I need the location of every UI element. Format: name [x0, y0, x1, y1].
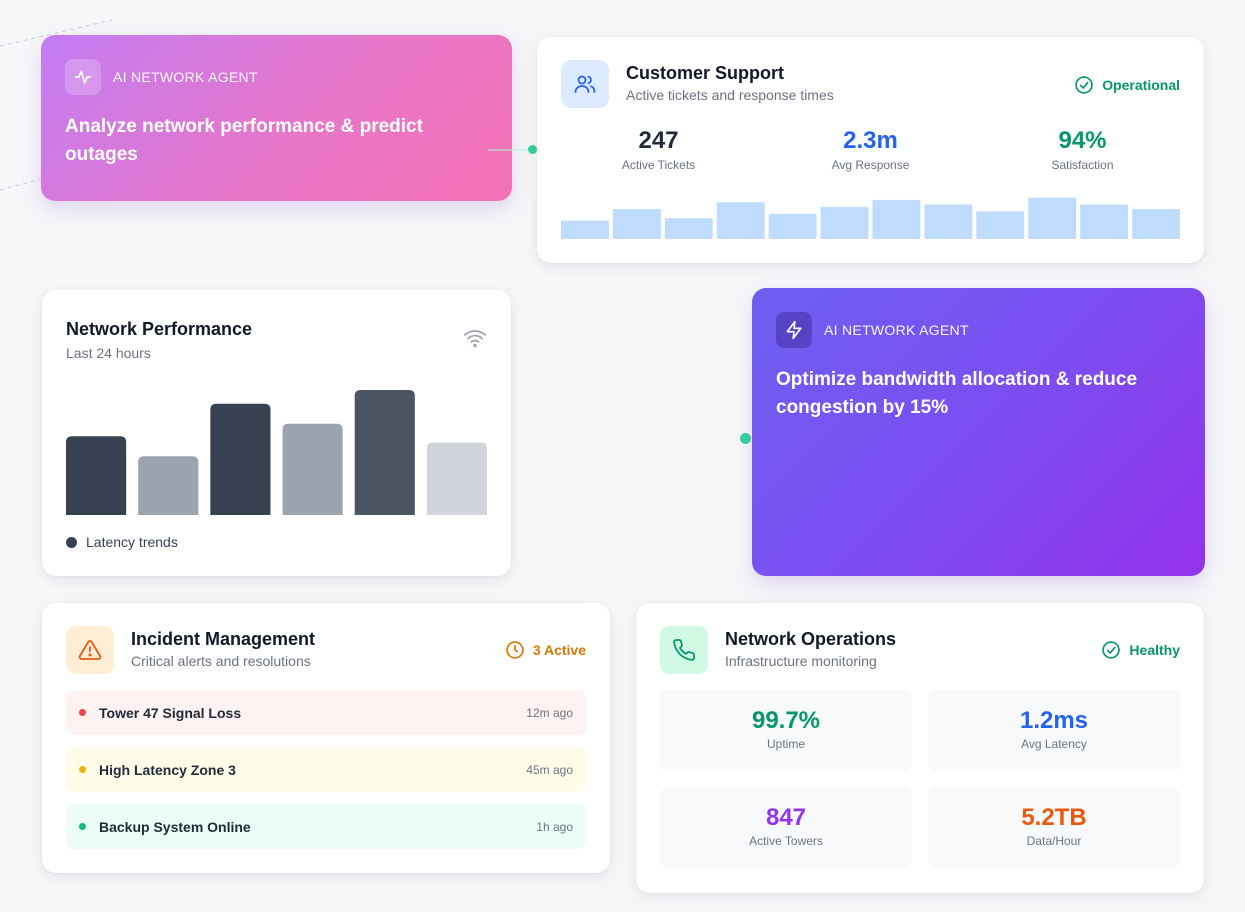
stat-value: 2.3m [843, 127, 898, 154]
metric-value: 99.7% [751, 707, 821, 734]
ticket-bar [664, 218, 713, 239]
agent-kicker: AI NETWORK AGENT [113, 69, 258, 85]
latency-bar [210, 403, 271, 515]
stat-value: 247 [638, 127, 679, 154]
status-dot [79, 823, 86, 830]
ai-agent-card-analyze[interactable]: AI NETWORK AGENT Analyze network perform… [41, 35, 512, 201]
metric-tile: 1.2ms Avg Latency [928, 690, 1180, 771]
latency-bar-chart [66, 390, 487, 515]
status-badge: Healthy [1101, 640, 1180, 660]
latency-bar [282, 423, 343, 515]
card-title: Incident Management [131, 629, 316, 649]
connector-line [488, 149, 532, 151]
ticket-bar [1132, 209, 1180, 239]
incident-label: High Latency Zone 3 [99, 761, 236, 778]
incident-label: Tower 47 Signal Loss [99, 704, 242, 721]
status-dot [79, 766, 86, 773]
users-icon [561, 60, 609, 108]
zap-icon [776, 312, 812, 348]
check-circle-icon [1075, 76, 1093, 94]
card-subtitle: Critical alerts and resolutions [131, 653, 311, 669]
metric-label: Active Towers [749, 834, 823, 848]
wifi-icon [463, 326, 487, 361]
network-performance-card: Network Performance Last 24 hours Latenc… [42, 290, 511, 576]
status-dot [79, 709, 86, 716]
phone-icon [660, 626, 708, 674]
support-stats: 247 Active Tickets 2.3m Avg Response 94% Sati… [561, 127, 1180, 172]
customer-support-card: Customer Support Active tickets and resp… [537, 37, 1204, 263]
status-badge: 3 Active [505, 640, 586, 660]
ticket-bar [768, 213, 817, 239]
stat-item: 2.3m Avg Response [773, 127, 968, 172]
incident-time: 12m ago [526, 705, 573, 720]
ticket-bar [612, 209, 661, 239]
card-subtitle: Infrastructure monitoring [725, 653, 877, 669]
agent-task-text: Analyze network performance & predict ou… [65, 116, 423, 165]
stat-value: 94% [1058, 127, 1107, 154]
legend-dot [66, 536, 77, 548]
stat-label: Active Tickets [621, 158, 696, 172]
status-text: Healthy [1129, 642, 1180, 658]
ticket-bar [1080, 204, 1129, 239]
card-title: Customer Support [626, 63, 785, 83]
incident-list: Tower 47 Signal Loss 12m ago High Latency … [66, 690, 586, 849]
ticket-bar [716, 202, 765, 239]
incident-time: 45m ago [526, 762, 573, 777]
network-operations-card: Network Operations Infrastructure monito… [636, 603, 1204, 893]
metric-value: 847 [765, 804, 807, 831]
latency-bar [66, 436, 127, 515]
ticket-bar [976, 211, 1025, 239]
connector-lines [0, 19, 113, 191]
ticket-bar [820, 206, 869, 239]
metric-value: 1.2ms [1019, 707, 1089, 734]
stat-label: Avg Response [831, 158, 910, 172]
status-text: Operational [1102, 77, 1180, 93]
metric-tile: 5.2TB Data/Hour [928, 787, 1180, 868]
agent-task-text: Optimize bandwidth allocation & reduce c… [776, 369, 1138, 418]
ticket-bar [924, 204, 973, 239]
connector-dot [740, 433, 751, 444]
ai-agent-card-optimize[interactable]: AI NETWORK AGENT Optimize bandwidth allo… [752, 288, 1205, 576]
status-badge: Operational [1074, 75, 1180, 95]
card-title: Network Performance [66, 319, 253, 339]
clock-icon [506, 641, 524, 659]
incident-management-card: Incident Management Critical alerts and … [42, 603, 610, 873]
card-title: Network Operations [725, 629, 897, 649]
metric-label: Avg Latency [1021, 737, 1087, 751]
stat-item: 94% Satisfaction [985, 127, 1180, 172]
stat-item: 247 Active Tickets [561, 127, 756, 172]
latency-bar [354, 390, 415, 515]
check-circle-icon [1102, 641, 1121, 659]
ticket-bar [561, 220, 609, 239]
incident-item[interactable]: Backup System Online 1h ago [66, 804, 586, 849]
incident-item[interactable]: High Latency Zone 3 45m ago [66, 747, 586, 792]
card-subtitle: Last 24 hours [66, 345, 151, 361]
latency-bar [138, 456, 199, 515]
latency-bar [426, 442, 487, 515]
metric-tile: 99.7% Uptime [660, 690, 912, 771]
alert-triangle-icon [66, 626, 114, 674]
incident-time: 1h ago [536, 819, 573, 834]
ticket-bar [1028, 197, 1077, 239]
card-subtitle: Active tickets and response times [626, 87, 834, 103]
activity-icon [65, 59, 101, 95]
status-text: 3 Active [532, 642, 586, 658]
incident-label: Backup System Online [99, 818, 251, 835]
stat-label: Satisfaction [1051, 158, 1114, 172]
metric-tile: 847 Active Towers [660, 787, 912, 868]
metric-label: Uptime [766, 737, 805, 751]
legend-label: Latency trends [86, 534, 178, 550]
metric-label: Data/Hour [1026, 834, 1082, 848]
metric-value: 5.2TB [1021, 804, 1087, 831]
tickets-bar-chart [561, 197, 1180, 239]
metrics-grid: 99.7% Uptime 1.2ms Avg Latency 847 Active Tow… [660, 690, 1180, 868]
connector-dot [528, 145, 537, 154]
incident-item[interactable]: Tower 47 Signal Loss 12m ago [66, 690, 586, 735]
ticket-bar [872, 199, 921, 239]
agent-kicker: AI NETWORK AGENT [824, 322, 969, 338]
chart-legend: Latency trends [66, 534, 178, 550]
